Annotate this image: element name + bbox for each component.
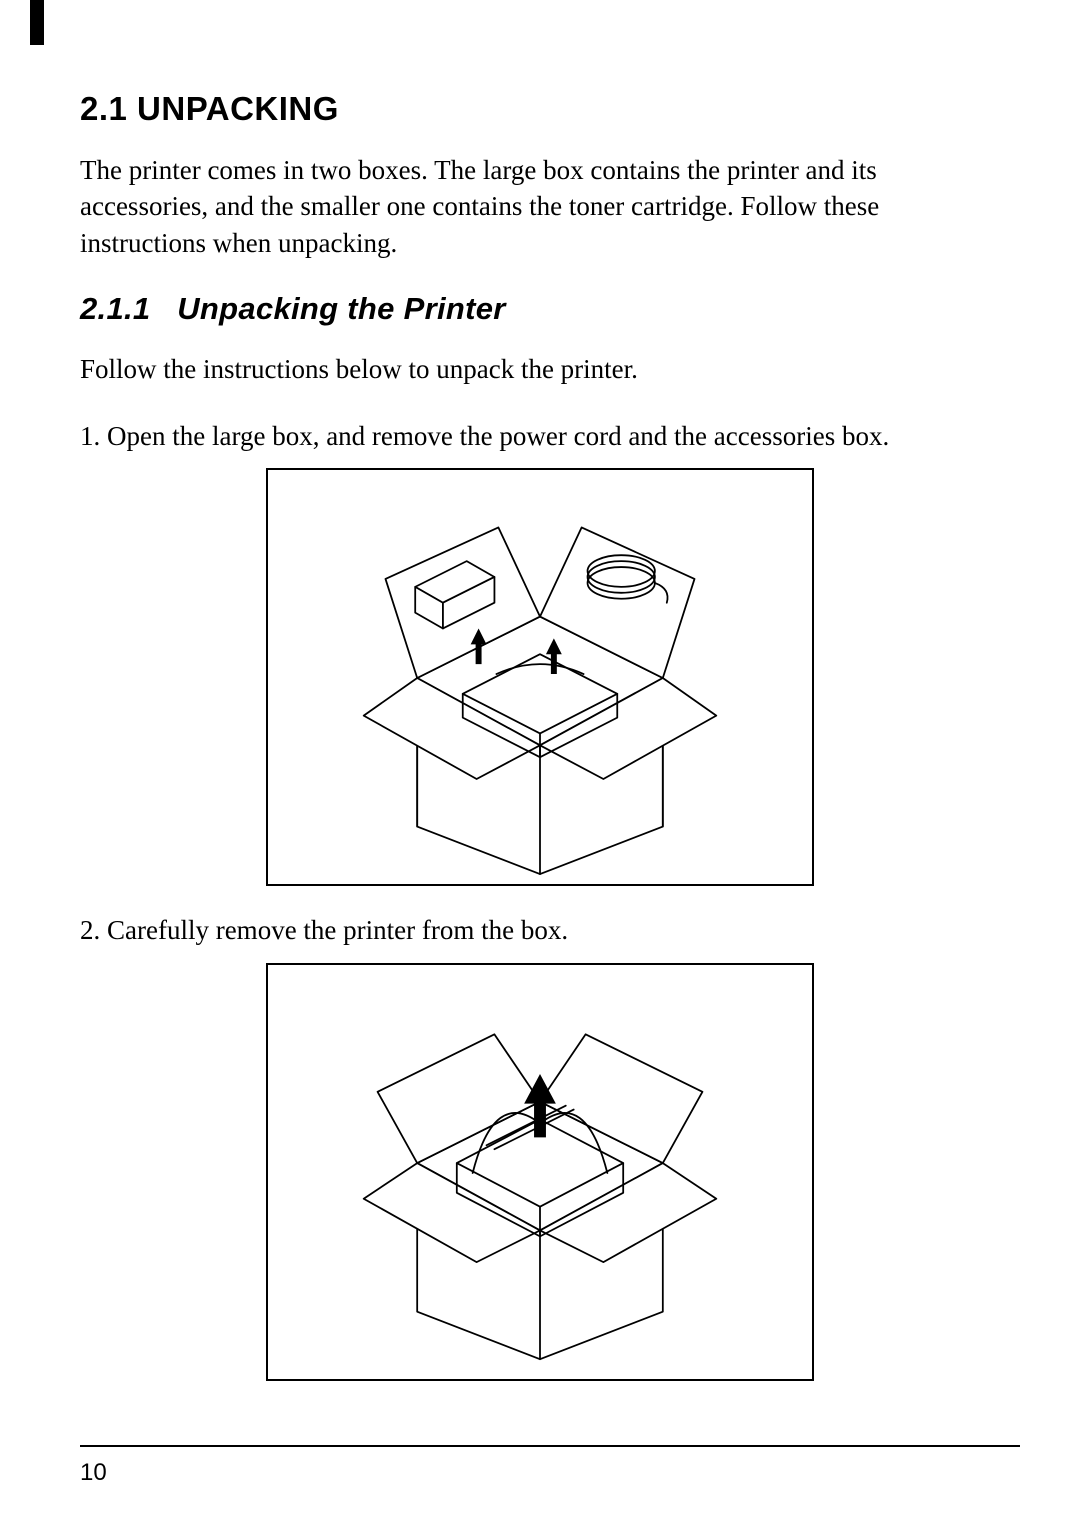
subsection-number: 2.1.1 [80,291,150,326]
step-2-text: Carefully remove the printer from the bo… [107,915,568,945]
step-2: 2. Carefully remove the printer from the… [80,912,1000,948]
page-number: 10 [80,1459,107,1487]
figure-1 [266,468,814,886]
subsection-intro: Follow the instructions below to unpack … [80,351,1000,387]
step-1-text: Open the large box, and remove the power… [107,421,889,451]
footer-rule [80,1445,1020,1447]
section-number: 2.1 [80,90,127,127]
section-title: UNPACKING [137,90,339,127]
figure-2-svg [268,965,812,1379]
section-heading: 2.1 UNPACKING [80,90,1000,128]
scan-artifact-mark [30,0,44,45]
figure-1-wrap [80,468,1000,886]
subsection-title: Unpacking the Printer [177,291,505,326]
figure-2 [266,963,814,1381]
subsection-heading: 2.1.1 Unpacking the Printer [80,291,1000,327]
section-intro: The printer comes in two boxes. The larg… [80,152,1000,261]
figure-1-svg [268,470,812,884]
step-1: 1. Open the large box, and remove the po… [80,418,1000,454]
figure-2-wrap [80,963,1000,1381]
